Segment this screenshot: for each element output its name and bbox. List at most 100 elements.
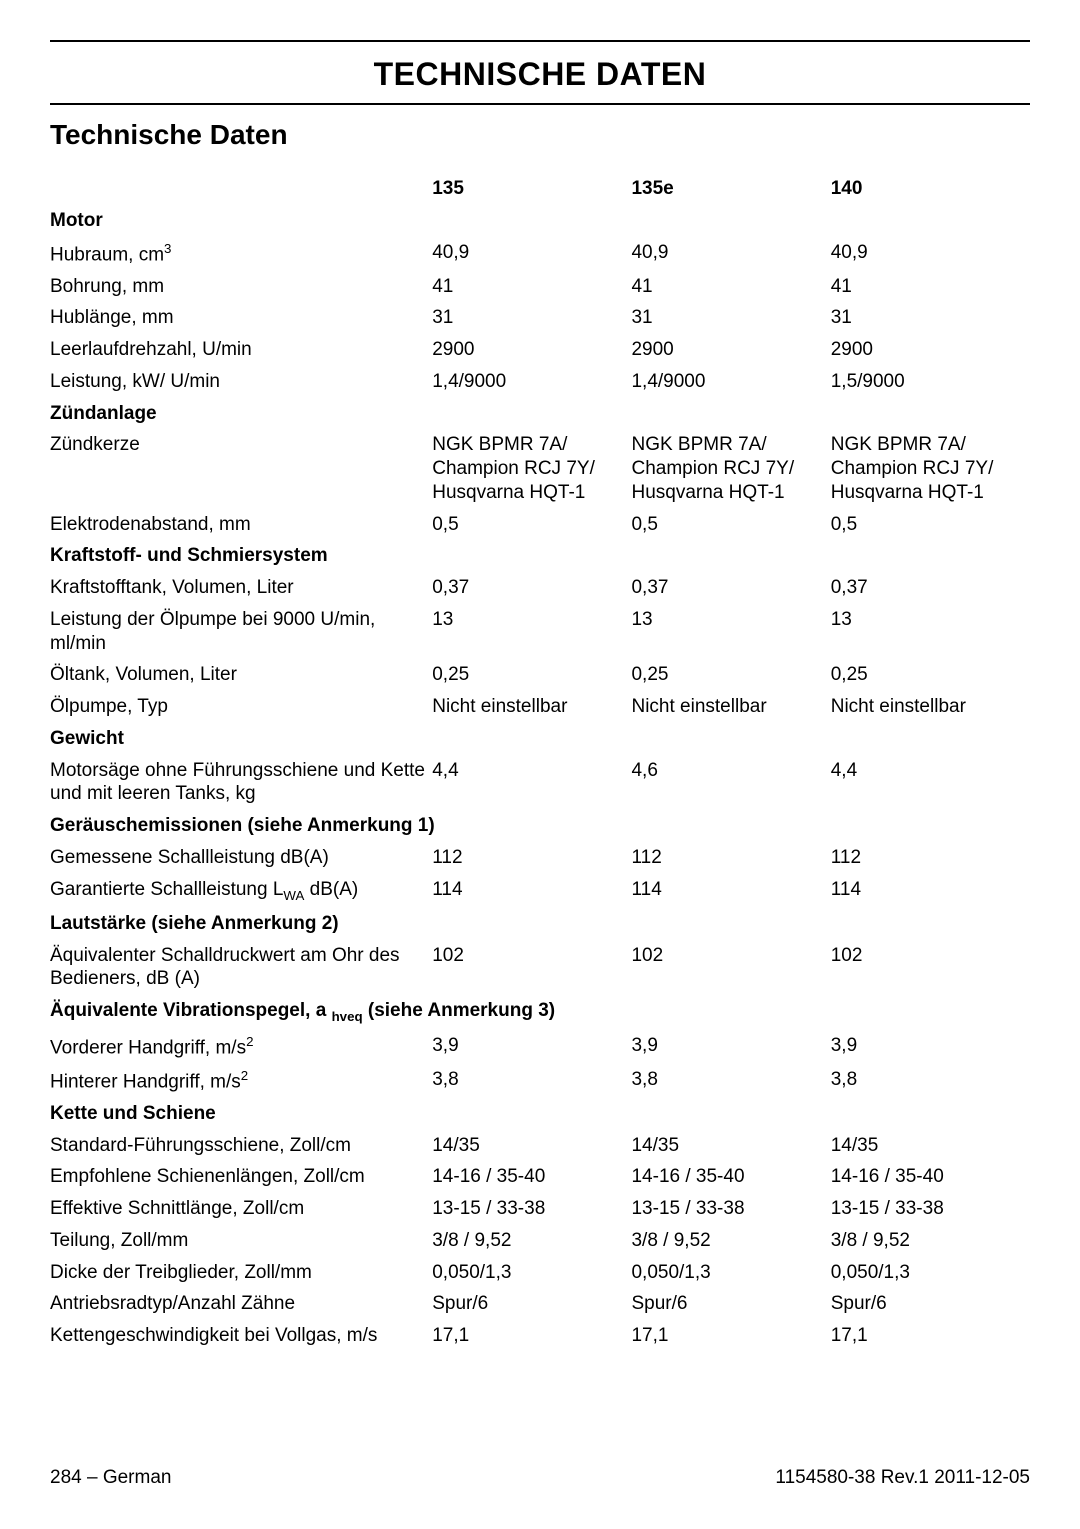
cell-value: 1,4/9000 (432, 366, 631, 398)
cell-value: 4,6 (631, 755, 830, 811)
cell-value: 41 (432, 271, 631, 303)
cell-value: Spur/6 (631, 1288, 830, 1320)
table-row: Hublänge, mm313131 (50, 302, 1030, 334)
cell-value: Nicht einstellbar (831, 691, 1030, 723)
table-row: Leistung der Ölpumpe bei 9000 U/min, ml/… (50, 604, 1030, 660)
cell-value: 3,8 (432, 1064, 631, 1098)
row-label: Öltank, Volumen, Liter (50, 659, 432, 691)
row-label: Leistung, kW/ U/min (50, 366, 432, 398)
cell-value: 0,050/1,3 (631, 1257, 830, 1289)
cell-value: NGK BPMR 7A/ Champion RCJ 7Y/ Husqvarna … (831, 429, 1030, 508)
spec-table: 135 135e 140 MotorHubraum, cm340,940,940… (50, 173, 1030, 1352)
cell-value: 112 (631, 842, 830, 874)
row-label: Hublänge, mm (50, 302, 432, 334)
table-row: ZündkerzeNGK BPMR 7A/ Champion RCJ 7Y/ H… (50, 429, 1030, 508)
cell-value: 112 (432, 842, 631, 874)
row-label: Gemessene Schallleistung dB(A) (50, 842, 432, 874)
footer: 284 – German 1154580-38 Rev.1 2011-12-05 (50, 1467, 1030, 1489)
rule-top (50, 40, 1030, 42)
cell-value: 0,5 (432, 509, 631, 541)
row-label: Hubraum, cm3 (50, 237, 432, 271)
cell-value: Spur/6 (432, 1288, 631, 1320)
cell-value: 41 (631, 271, 830, 303)
cell-value: 3,9 (831, 1030, 1030, 1064)
cell-value: NGK BPMR 7A/ Champion RCJ 7Y/ Husqvarna … (631, 429, 830, 508)
cell-value: 40,9 (831, 237, 1030, 271)
row-label: Bohrung, mm (50, 271, 432, 303)
footer-left: 284 – German (50, 1467, 171, 1489)
table-row: Teilung, Zoll/mm3/8 / 9,523/8 / 9,523/8 … (50, 1225, 1030, 1257)
table-row: Leerlaufdrehzahl, U/min290029002900 (50, 334, 1030, 366)
table-row: Äquivalenter Schalldruckwert am Ohr des … (50, 940, 1030, 996)
cell-value: 13 (631, 604, 830, 660)
rule-bottom (50, 103, 1030, 105)
table-row: Leistung, kW/ U/min1,4/90001,4/90001,5/9… (50, 366, 1030, 398)
table-row: Hubraum, cm340,940,940,9 (50, 237, 1030, 271)
table-row: Elektrodenabstand, mm0,50,50,5 (50, 509, 1030, 541)
header-empty (50, 173, 432, 205)
group-header: Äquivalente Vibrationspegel, a hveq (sie… (50, 995, 1030, 1029)
cell-value: 40,9 (432, 237, 631, 271)
cell-value: 31 (631, 302, 830, 334)
row-label: Empfohlene Schienenlängen, Zoll/cm (50, 1161, 432, 1193)
group-header: Zündanlage (50, 398, 1030, 430)
table-row: Kettengeschwindigkeit bei Vollgas, m/s17… (50, 1320, 1030, 1352)
cell-value: 4,4 (831, 755, 1030, 811)
row-label: Kraftstofftank, Volumen, Liter (50, 572, 432, 604)
cell-value: 0,25 (432, 659, 631, 691)
cell-value: 0,25 (631, 659, 830, 691)
cell-value: 3,8 (631, 1064, 830, 1098)
group-header: Kette und Schiene (50, 1098, 1030, 1130)
cell-value: 13-15 / 33-38 (831, 1193, 1030, 1225)
cell-value: 112 (831, 842, 1030, 874)
cell-value: 0,5 (631, 509, 830, 541)
cell-value: Spur/6 (831, 1288, 1030, 1320)
cell-value: 114 (432, 874, 631, 908)
column-header-3: 140 (831, 173, 1030, 205)
cell-value: 0,050/1,3 (831, 1257, 1030, 1289)
cell-value: 14-16 / 35-40 (631, 1161, 830, 1193)
row-label: Kettengeschwindigkeit bei Vollgas, m/s (50, 1320, 432, 1352)
cell-value: Nicht einstellbar (631, 691, 830, 723)
cell-value: 0,050/1,3 (432, 1257, 631, 1289)
group-header-row: Kraftstoff- und Schmiersystem (50, 540, 1030, 572)
table-row: Effektive Schnittlänge, Zoll/cm13-15 / 3… (50, 1193, 1030, 1225)
cell-value: 13 (831, 604, 1030, 660)
cell-value: 102 (631, 940, 830, 996)
cell-value: 3,9 (432, 1030, 631, 1064)
cell-value: 14/35 (831, 1130, 1030, 1162)
section-title: Technische Daten (50, 119, 1030, 151)
row-label: Äquivalenter Schalldruckwert am Ohr des … (50, 940, 432, 996)
group-header-row: Äquivalente Vibrationspegel, a hveq (sie… (50, 995, 1030, 1029)
cell-value: 41 (831, 271, 1030, 303)
cell-value: 114 (831, 874, 1030, 908)
cell-value: 2900 (631, 334, 830, 366)
group-header-row: Kette und Schiene (50, 1098, 1030, 1130)
column-header-2: 135e (631, 173, 830, 205)
cell-value: 14-16 / 35-40 (432, 1161, 631, 1193)
group-header-row: Geräuschemissionen (siehe Anmerkung 1) (50, 810, 1030, 842)
cell-value: Nicht einstellbar (432, 691, 631, 723)
row-label: Dicke der Treibglieder, Zoll/mm (50, 1257, 432, 1289)
page: TECHNISCHE DATEN Technische Daten 135 13… (0, 0, 1080, 1529)
cell-value: 1,4/9000 (631, 366, 830, 398)
table-row: Motorsäge ohne Führungsschiene und Kette… (50, 755, 1030, 811)
cell-value: 13-15 / 33-38 (432, 1193, 631, 1225)
table-row: Öltank, Volumen, Liter0,250,250,25 (50, 659, 1030, 691)
row-label: Leistung der Ölpumpe bei 9000 U/min, ml/… (50, 604, 432, 660)
group-header: Kraftstoff- und Schmiersystem (50, 540, 1030, 572)
cell-value: 31 (432, 302, 631, 334)
cell-value: 14/35 (631, 1130, 830, 1162)
row-label: Leerlaufdrehzahl, U/min (50, 334, 432, 366)
cell-value: 0,37 (432, 572, 631, 604)
table-row: Vorderer Handgriff, m/s23,93,93,9 (50, 1030, 1030, 1064)
cell-value: 13-15 / 33-38 (631, 1193, 830, 1225)
row-label: Antriebsradtyp/Anzahl Zähne (50, 1288, 432, 1320)
group-header-row: Gewicht (50, 723, 1030, 755)
cell-value: 0,25 (831, 659, 1030, 691)
group-header: Motor (50, 205, 1030, 237)
cell-value: 13 (432, 604, 631, 660)
group-header: Gewicht (50, 723, 1030, 755)
table-row: Ölpumpe, TypNicht einstellbarNicht einst… (50, 691, 1030, 723)
row-label: Standard-Führungsschiene, Zoll/cm (50, 1130, 432, 1162)
